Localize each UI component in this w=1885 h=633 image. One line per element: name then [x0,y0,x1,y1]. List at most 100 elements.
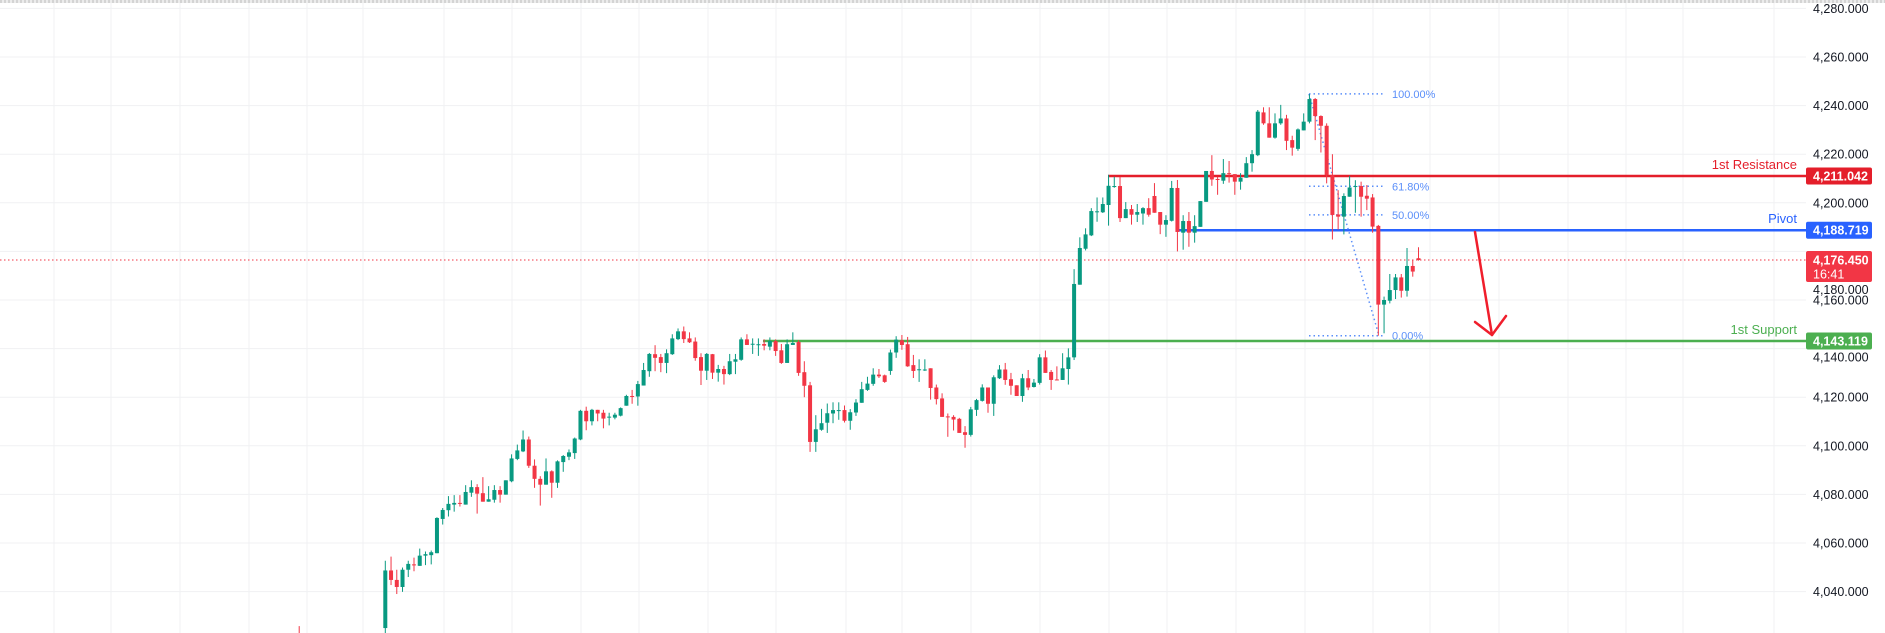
candle-down [699,353,703,386]
candle-up [871,368,876,386]
candle-down [526,436,531,468]
candle-body [515,450,520,459]
candle-up [1100,197,1105,214]
candle-up [716,364,721,382]
candle-up [492,485,497,503]
candle-body [756,344,761,346]
candle-body [1261,112,1266,124]
candle-body [601,412,606,419]
candle-body [492,490,497,500]
candle-body [922,369,927,371]
y-tick-label: 4,100.000 [1813,439,1869,453]
fib-level-label: 0.00% [1392,331,1423,343]
candle-down [951,415,956,431]
candle-down [1330,154,1335,240]
candle-down [549,470,554,498]
price-axis[interactable]: 4,280.000 4,260.000 4,240.000 4,220.000 4,20… [1806,2,1872,599]
candle-up [676,328,681,341]
candle-up [400,567,405,592]
candle-body [1152,195,1157,213]
candle-up [1169,180,1174,222]
candle-up [452,495,457,512]
resistance-price-value: 4,211.042 [1813,169,1868,183]
candle-down [394,569,399,595]
candle-body [1221,173,1226,181]
candle-body [1238,177,1243,182]
candle-up [733,353,738,375]
candle-down [945,413,950,437]
y-tick-label: 4,160.000 [1813,294,1869,308]
candle-body [945,416,950,418]
candle-up [1031,378,1036,388]
candle-body [790,343,795,345]
candle-body [1370,197,1375,227]
candle-down [1290,135,1295,156]
candle-down [773,339,778,356]
candle-body [951,416,956,420]
candle-up [1301,113,1306,131]
candle-body [1324,125,1329,176]
candle-up [1163,215,1168,237]
candle-body [412,564,416,566]
candle-down [389,556,394,586]
candle-body [1192,226,1197,233]
candle-down [681,326,686,344]
candle-body [1267,123,1272,138]
candle-body [882,375,887,382]
candle-body [383,570,388,629]
candle-body [1364,195,1369,199]
candle-up [1244,157,1249,178]
candle-body [653,354,658,358]
candle-up [463,485,468,505]
candle-body [1140,208,1145,214]
resistance-label: 1st Resistance [1712,157,1797,172]
candle-down [601,409,606,429]
candle-body [486,499,491,502]
candle-body [848,412,853,421]
candle-body [1330,175,1335,215]
candle-up [922,359,927,371]
candle-up [831,402,836,424]
candle-body [532,465,537,479]
candle-down [986,387,990,413]
candle-body [1129,209,1134,215]
candle-body [526,439,531,466]
candle-body [1382,300,1387,305]
candle-body [1003,369,1008,380]
candle-body [624,395,629,406]
candle-body [1416,258,1421,261]
candle-down [584,406,589,431]
candle-down [1146,198,1151,217]
candle-up [561,455,566,472]
candle-up [1106,174,1111,226]
candle-body [899,340,904,345]
candle-body [1244,163,1249,178]
candle-body [721,369,726,375]
candle-body [1341,195,1346,217]
candle-body [1054,379,1059,381]
candle-body [434,517,439,554]
candle-body [1405,265,1410,291]
candle-up [383,560,388,633]
candle-body [1387,290,1392,301]
candle-up [1204,170,1209,202]
candle-up [1278,104,1283,125]
arrow-shaft[interactable] [1473,230,1494,337]
candle-up [469,480,474,497]
candle-body [658,357,663,363]
y-tick-label: 4,240.000 [1813,99,1869,113]
candle-body [1410,265,1415,272]
candle-up [509,454,514,483]
candle-down [963,426,968,448]
candle-down [475,484,480,514]
candle-body [549,471,554,483]
candle-body [739,339,744,360]
candle-body [1083,234,1088,249]
candle-up [1060,353,1065,380]
candle-body [475,487,480,494]
candle-body [934,387,939,400]
candle-down [1370,194,1375,233]
pivot-price-value: 4,188.719 [1813,224,1869,238]
down-arrow-annotation[interactable] [1473,230,1508,337]
